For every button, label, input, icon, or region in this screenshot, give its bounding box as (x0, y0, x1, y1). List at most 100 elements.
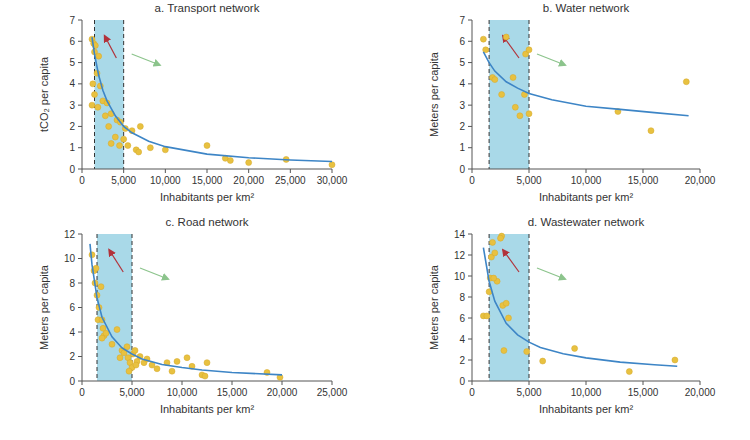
data-point (524, 349, 530, 355)
x-axis-label: Inhabitants per km² (160, 403, 254, 415)
data-point (136, 149, 142, 155)
x-tick-label: 10,000 (571, 175, 602, 186)
y-axis (472, 20, 473, 169)
data-point (329, 162, 335, 168)
data-point (672, 357, 678, 363)
panel: a. Transport network05,00010,00015,00020… (38, 2, 348, 203)
y-tick-label: 7 (459, 15, 465, 26)
y-tick (78, 283, 82, 284)
y-tick-label: 0 (69, 164, 75, 175)
y-tick (78, 332, 82, 333)
x-tick-label: 20,000 (685, 175, 716, 186)
y-tick-label: 2 (459, 121, 465, 132)
highlight-band (97, 234, 132, 381)
x-tick-label: 5,000 (111, 175, 136, 186)
data-point (227, 157, 233, 163)
x-tick (282, 381, 283, 385)
y-tick-label: 4 (459, 78, 465, 89)
y-tick-label: 0 (69, 376, 75, 387)
marks (89, 36, 335, 168)
data-point (102, 113, 108, 119)
data-point (98, 284, 104, 290)
data-point (246, 160, 252, 166)
data-point (125, 143, 131, 149)
chart-root: a. Transport network05,00010,00015,00020… (0, 0, 750, 440)
x-tick-label: 25,000 (275, 175, 306, 186)
y-axis-label: tCO₂ per capita (38, 56, 50, 132)
data-point (526, 111, 532, 117)
y-tick-label: 12 (454, 250, 466, 261)
band-edge (489, 20, 490, 169)
y-axis (82, 20, 83, 169)
y-tick (468, 20, 472, 21)
data-point (184, 355, 190, 361)
x-tick-label: 15,000 (628, 387, 659, 398)
arrow-green (140, 268, 168, 279)
data-point (202, 373, 208, 379)
data-point (526, 47, 532, 53)
y-tick (468, 255, 472, 256)
y-tick-label: 10 (64, 253, 76, 264)
arrow-green (537, 268, 565, 279)
data-point (112, 134, 118, 140)
y-tick-label: 5 (69, 57, 75, 68)
y-tick (468, 126, 472, 127)
data-point (108, 140, 114, 146)
y-tick-label: 3 (69, 100, 75, 111)
x-tick (472, 169, 473, 173)
x-tick (82, 381, 83, 385)
x-tick-label: 0 (469, 387, 475, 398)
y-tick (468, 360, 472, 361)
y-tick (468, 234, 472, 235)
fit-curve (90, 244, 282, 375)
data-point (154, 366, 160, 372)
data-point (106, 123, 112, 129)
data-point (505, 315, 511, 321)
y-tick (468, 105, 472, 106)
y-tick (78, 381, 82, 382)
data-point (117, 143, 123, 149)
y-tick (78, 147, 82, 148)
x-tick-label: 30,000 (317, 175, 348, 186)
y-tick-label: 0 (459, 376, 465, 387)
data-point (503, 300, 509, 306)
y-tick-label: 8 (459, 292, 465, 303)
data-point (540, 358, 546, 364)
x-tick (248, 169, 249, 173)
x-tick-label: 20,000 (685, 387, 716, 398)
x-tick (132, 381, 133, 385)
highlight-band (95, 20, 124, 169)
data-point (512, 104, 518, 110)
panel-title: b. Water network (543, 2, 630, 14)
x-tick (82, 169, 83, 173)
y-tick (78, 20, 82, 21)
y-tick-label: 3 (459, 100, 465, 111)
y-tick-label: 8 (69, 278, 75, 289)
y-tick-label: 6 (459, 313, 465, 324)
x-tick (586, 381, 587, 385)
y-tick (78, 258, 82, 259)
data-point (90, 81, 96, 87)
x-axis-label: Inhabitants per km² (160, 191, 254, 203)
data-point (648, 128, 654, 134)
data-point (99, 335, 105, 341)
y-axis-label: Meters per capita (428, 51, 440, 137)
y-axis-label: Meters per capita (428, 264, 440, 350)
x-tick-label: 15,000 (628, 175, 659, 186)
x-tick (643, 381, 644, 385)
data-point (503, 34, 509, 40)
y-tick-label: 10 (454, 271, 466, 282)
arrow-red (109, 250, 123, 272)
x-tick-label: 5,000 (119, 387, 144, 398)
y-tick (468, 169, 472, 170)
x-tick (529, 169, 530, 173)
x-axis-label: Inhabitants per km² (539, 403, 633, 415)
data-point (121, 136, 127, 142)
data-point (204, 360, 210, 366)
x-tick-label: 25,000 (317, 387, 348, 398)
y-tick (78, 307, 82, 308)
x-tick-label: 0 (79, 175, 85, 186)
fit-curve (92, 37, 332, 162)
arrow-red (503, 250, 519, 272)
y-tick-label: 1 (459, 142, 465, 153)
